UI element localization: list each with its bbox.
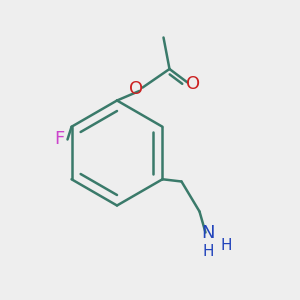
Text: H: H — [220, 238, 232, 253]
Text: N: N — [202, 224, 215, 242]
Text: F: F — [54, 130, 64, 148]
Text: H: H — [203, 244, 214, 260]
Text: O: O — [129, 80, 144, 98]
Text: O: O — [186, 75, 201, 93]
